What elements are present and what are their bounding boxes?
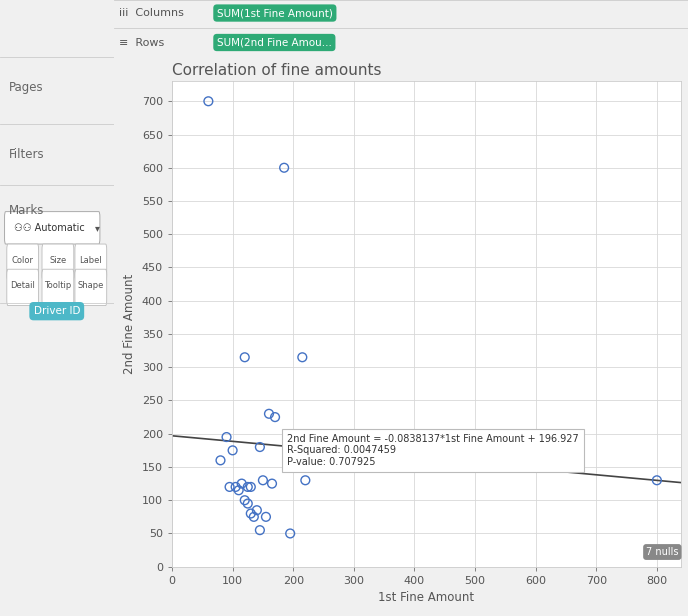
Point: [279, 163, 290, 172]
Text: ⚇⚇ Automatic: ⚇⚇ Automatic: [14, 223, 85, 233]
Point: [224, 482, 235, 492]
Point: [236, 479, 247, 488]
Text: Pages: Pages: [9, 81, 44, 94]
Text: iii  Columns: iii Columns: [119, 8, 184, 18]
Point: [248, 512, 259, 522]
Point: [266, 479, 277, 488]
Text: Detail: Detail: [10, 282, 35, 291]
FancyBboxPatch shape: [7, 269, 39, 306]
Point: [230, 482, 241, 492]
Point: [652, 476, 663, 485]
FancyBboxPatch shape: [75, 244, 107, 280]
Point: [288, 432, 299, 442]
X-axis label: 1st Fine Amount: 1st Fine Amount: [378, 591, 475, 604]
Text: Size: Size: [50, 256, 67, 265]
Point: [281, 432, 292, 442]
FancyBboxPatch shape: [42, 269, 74, 306]
Text: Driver ID: Driver ID: [34, 306, 80, 316]
Point: [246, 482, 257, 492]
Point: [255, 525, 266, 535]
Point: [242, 482, 253, 492]
Point: [227, 445, 238, 455]
Point: [239, 352, 250, 362]
Text: Tooltip: Tooltip: [44, 282, 72, 291]
Text: 2nd Fine Amount = -0.0838137*1st Fine Amount + 196.927
R-Squared: 0.0047459
P-va: 2nd Fine Amount = -0.0838137*1st Fine Am…: [287, 434, 579, 467]
Point: [257, 476, 268, 485]
Point: [215, 455, 226, 465]
Point: [264, 409, 275, 419]
Text: ≡  Rows: ≡ Rows: [119, 38, 164, 47]
Text: SUM(1st Fine Amount): SUM(1st Fine Amount): [217, 8, 333, 18]
Text: Shape: Shape: [78, 282, 104, 291]
Text: Filters: Filters: [9, 148, 45, 161]
Point: [261, 512, 272, 522]
Text: Correlation of fine amounts: Correlation of fine amounts: [172, 63, 382, 78]
Text: ▾: ▾: [95, 223, 100, 233]
FancyBboxPatch shape: [42, 244, 74, 280]
Point: [239, 495, 250, 505]
Point: [203, 96, 214, 106]
Point: [246, 509, 257, 519]
Point: [300, 476, 311, 485]
Text: 7 nulls: 7 nulls: [646, 547, 678, 557]
Y-axis label: 2nd Fine Amount: 2nd Fine Amount: [123, 274, 136, 374]
Text: Label: Label: [79, 256, 103, 265]
Point: [242, 498, 253, 508]
FancyBboxPatch shape: [7, 244, 39, 280]
Point: [233, 485, 244, 495]
Point: [270, 412, 281, 422]
Text: Marks: Marks: [9, 204, 45, 217]
Point: [297, 352, 308, 362]
Text: SUM(2nd Fine Amou...: SUM(2nd Fine Amou...: [217, 38, 332, 47]
Point: [251, 505, 262, 515]
Point: [255, 442, 266, 452]
Point: [285, 529, 296, 538]
Point: [221, 432, 232, 442]
FancyBboxPatch shape: [5, 212, 100, 244]
FancyBboxPatch shape: [75, 269, 107, 306]
Text: Color: Color: [12, 256, 34, 265]
